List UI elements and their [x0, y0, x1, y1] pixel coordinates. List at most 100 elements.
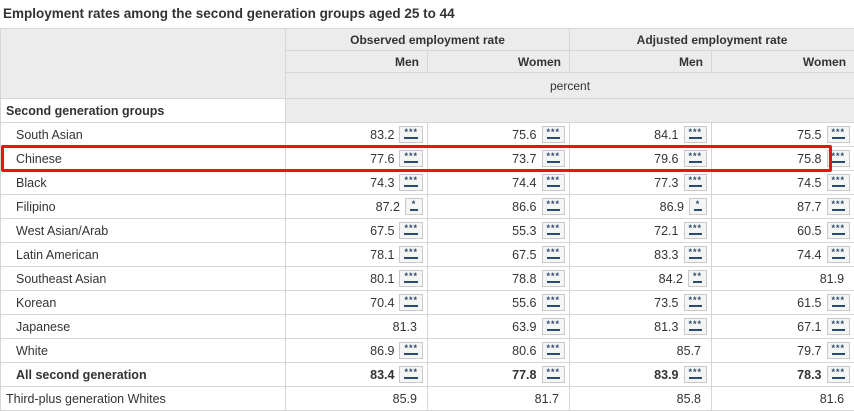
- footnote-link[interactable]: ***: [684, 150, 708, 167]
- footnote-link[interactable]: ***: [399, 150, 423, 167]
- footnote-link[interactable]: ***: [827, 246, 851, 263]
- significance-stars: ***: [404, 225, 418, 235]
- footnote-link[interactable]: ***: [542, 294, 566, 311]
- group-header-label: Second generation groups: [1, 99, 286, 123]
- footnote-link[interactable]: ***: [399, 246, 423, 263]
- rate-value: 79.7: [797, 344, 821, 358]
- unit-row: percent: [286, 73, 854, 99]
- footnote-link[interactable]: ***: [399, 222, 423, 239]
- column-header-observed-men: Men: [286, 51, 428, 73]
- footnote-link[interactable]: ***: [684, 126, 708, 143]
- rate-value: 83.3: [654, 248, 678, 262]
- rate-cell: 75.5***: [712, 123, 854, 147]
- footnote-link[interactable]: ***: [399, 270, 423, 287]
- footnote-link[interactable]: ***: [684, 366, 708, 383]
- footnote-link[interactable]: ***: [684, 174, 708, 191]
- footnote-link[interactable]: ***: [827, 126, 851, 143]
- footnote-link[interactable]: ***: [684, 222, 708, 239]
- rate-cell: 78.8***: [428, 267, 570, 291]
- significance-stars: ***: [689, 153, 703, 163]
- employment-rates-table: Observed employment rate Adjusted employ…: [0, 28, 854, 411]
- significance-stars: ***: [547, 297, 561, 307]
- rate-value: 67.5: [512, 248, 536, 262]
- rate-value: 55.3: [512, 224, 536, 238]
- footnote-link[interactable]: ***: [399, 366, 423, 383]
- footnote-link[interactable]: ***: [827, 150, 851, 167]
- footnote-link[interactable]: ***: [827, 342, 851, 359]
- footnote-link[interactable]: ***: [684, 294, 708, 311]
- row-label: Black: [1, 171, 286, 195]
- rate-cell: 78.1***: [286, 243, 428, 267]
- footnote-link[interactable]: ***: [542, 366, 566, 383]
- rate-value: 67.1: [797, 320, 821, 334]
- significance-stars: ***: [404, 345, 418, 355]
- footnote-link[interactable]: ***: [542, 342, 566, 359]
- rate-value: 80.1: [370, 272, 394, 286]
- rate-cell: 81.3: [286, 315, 428, 339]
- rate-cell: 85.9: [286, 387, 428, 411]
- significance-stars: ***: [404, 249, 418, 259]
- footnote-link[interactable]: ***: [542, 270, 566, 287]
- rate-value: 87.7: [797, 200, 821, 214]
- rate-cell: 72.1***: [570, 219, 712, 243]
- rate-value: 63.9: [512, 320, 536, 334]
- rate-value: 81.9: [820, 272, 844, 286]
- footnote-link[interactable]: **: [688, 270, 707, 287]
- footnote-link[interactable]: ***: [542, 198, 566, 215]
- footnote-link[interactable]: ***: [399, 294, 423, 311]
- significance-stars: ***: [689, 177, 703, 187]
- rate-value: 84.2: [659, 272, 683, 286]
- footnote-link[interactable]: ***: [542, 222, 566, 239]
- rate-value: 61.5: [797, 296, 821, 310]
- rate-cell: 74.5***: [712, 171, 854, 195]
- footnote-link[interactable]: ***: [827, 198, 851, 215]
- footnote-link[interactable]: ***: [399, 174, 423, 191]
- significance-stars: ***: [404, 369, 418, 379]
- rate-value: 84.1: [654, 128, 678, 142]
- footnote-link[interactable]: *: [689, 198, 707, 215]
- footnote-link[interactable]: ***: [827, 294, 851, 311]
- rate-value: 77.8: [512, 368, 536, 382]
- rate-cell: 67.1 ***: [712, 315, 854, 339]
- footnote-link[interactable]: ***: [399, 342, 423, 359]
- footnote-link[interactable]: ***: [542, 126, 566, 143]
- rate-cell: 74.4***: [428, 171, 570, 195]
- rate-value: 73.7: [512, 152, 536, 166]
- footnote-link[interactable]: ***: [827, 222, 851, 239]
- rate-value: 81.6: [820, 392, 844, 406]
- significance-stars: ***: [547, 177, 561, 187]
- footnote-link[interactable]: ***: [684, 246, 708, 263]
- rate-cell: 86.6***: [428, 195, 570, 219]
- rate-cell: 84.1 ***: [570, 123, 712, 147]
- significance-stars: ***: [832, 249, 846, 259]
- footnote-link[interactable]: ***: [542, 150, 566, 167]
- footnote-link[interactable]: ***: [827, 174, 851, 191]
- rate-value: 80.6: [512, 344, 536, 358]
- footnote-link[interactable]: ***: [542, 246, 566, 263]
- column-group-observed: Observed employment rate: [286, 29, 570, 51]
- footnote-link[interactable]: *: [405, 198, 423, 215]
- rate-cell: 80.1 ***: [286, 267, 428, 291]
- footnote-link[interactable]: ***: [399, 126, 423, 143]
- row-label: All second generation: [1, 363, 286, 387]
- footnote-link[interactable]: ***: [684, 318, 708, 335]
- rate-value: 83.2: [370, 128, 394, 142]
- rate-cell: 81.7: [428, 387, 570, 411]
- rate-cell: 67.5 ***: [428, 243, 570, 267]
- significance-stars: ***: [689, 369, 703, 379]
- footnote-link[interactable]: ***: [542, 174, 566, 191]
- footnote-link[interactable]: ***: [542, 318, 566, 335]
- footnote-link[interactable]: ***: [827, 318, 851, 335]
- rate-value: 60.5: [797, 224, 821, 238]
- significance-stars: ***: [832, 225, 846, 235]
- significance-stars: ***: [404, 129, 418, 139]
- footnote-link[interactable]: ***: [827, 366, 851, 383]
- rate-cell: 87.2*: [286, 195, 428, 219]
